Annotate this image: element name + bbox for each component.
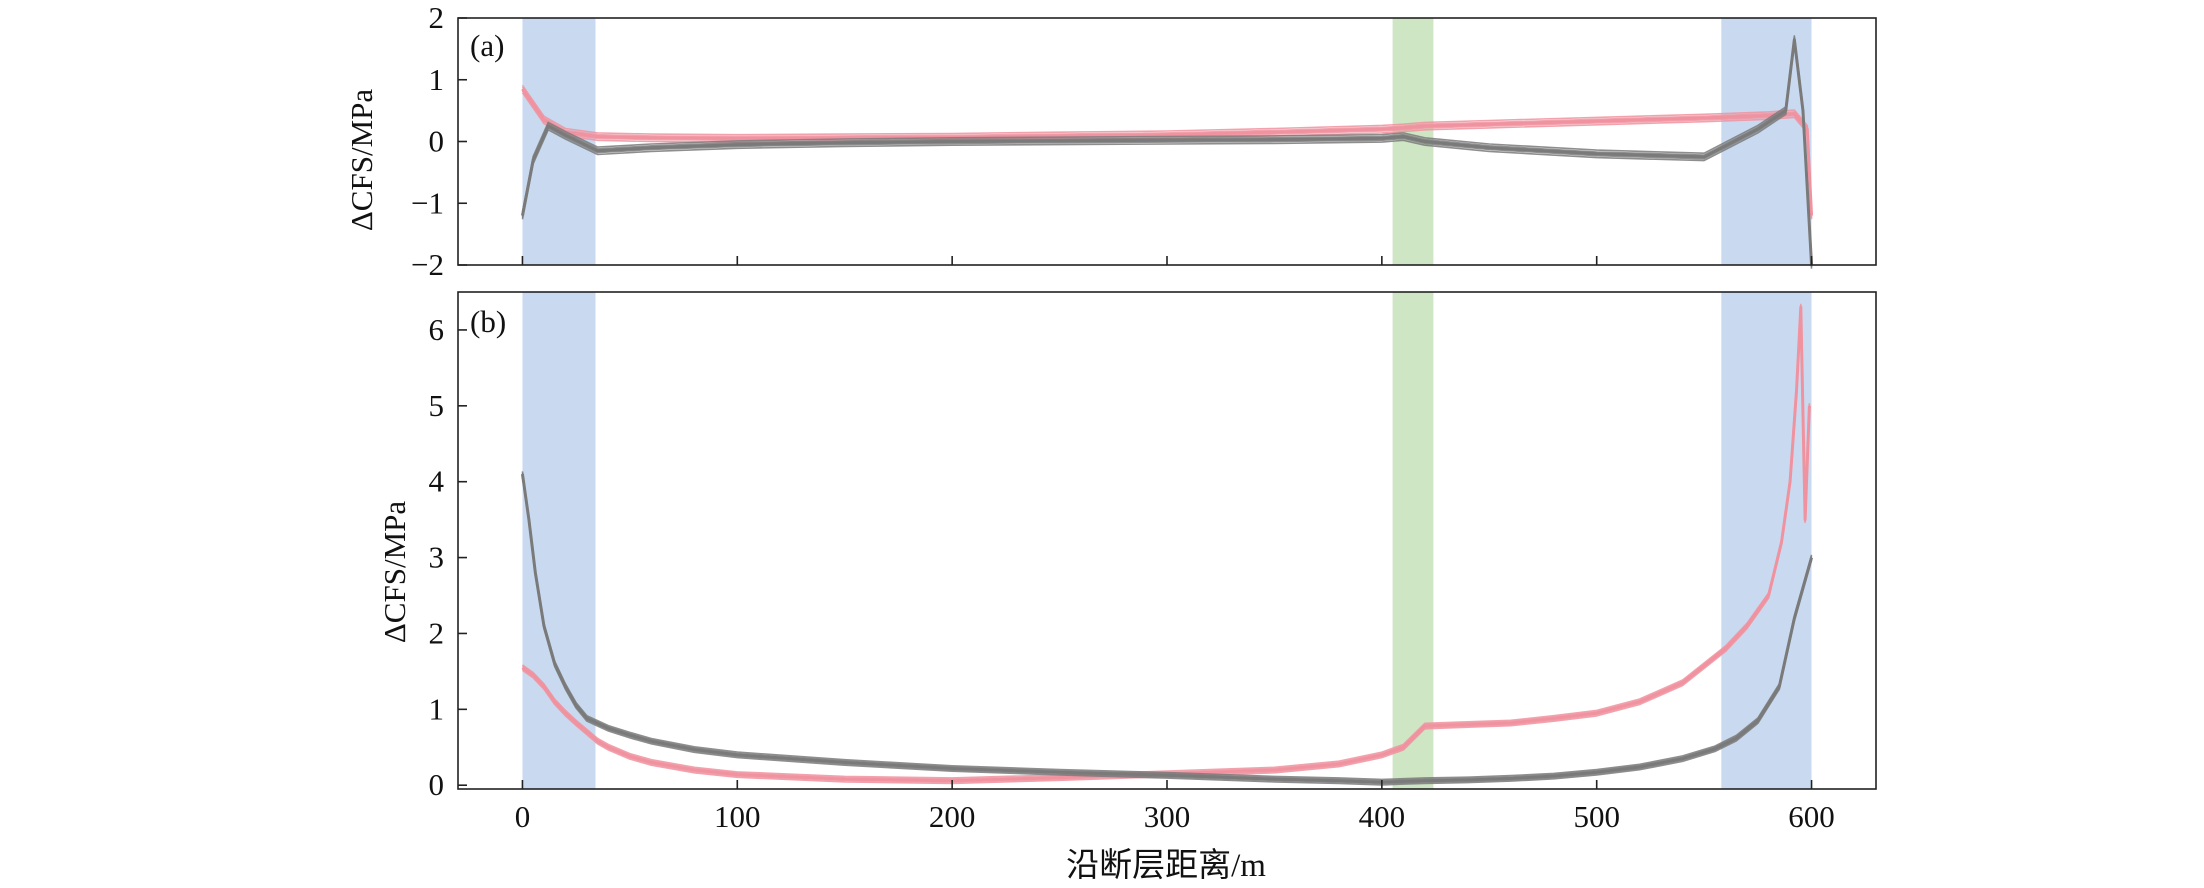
y-tick-label: 0: [429, 767, 445, 802]
series-2-line: [521, 42, 1813, 269]
series-1-line: [521, 309, 1811, 785]
series-1-line: [521, 305, 1811, 783]
series-2-line: [521, 35, 1813, 262]
series-2-line: [521, 475, 1813, 785]
x-tick-label: 600: [1788, 799, 1835, 834]
panel-b-ylabel: ΔCFS/MPa: [377, 501, 412, 644]
series-1-line: [521, 84, 1813, 212]
panel-b: 0 1 2 3 4 5 6 0 100 200 300 400 500 600: [429, 291, 1877, 834]
panel-a-label: (a): [470, 28, 504, 63]
series-2-line: [521, 471, 1813, 781]
series-1-line: [521, 90, 1813, 218]
y-tick-label: 5: [429, 388, 445, 423]
series-1-line: [521, 303, 1811, 779]
y-tick-label: −2: [411, 247, 444, 282]
y-tick-label: 4: [429, 464, 445, 499]
y-tick-label: 1: [429, 62, 445, 97]
x-tick-label: 400: [1359, 799, 1406, 834]
x-axis-title: 沿断层距离/m: [1066, 847, 1266, 884]
y-tick-label: 6: [429, 312, 445, 347]
plot-frame: [457, 291, 1877, 790]
y-tick-label: 2: [429, 615, 445, 650]
shaded-region-2: [1392, 292, 1434, 789]
series-2-line: [521, 476, 1813, 786]
panel-b-label: (b): [470, 304, 506, 339]
series-2-line: [521, 36, 1813, 264]
series-1-line: [521, 88, 1814, 216]
x-tick-label: 100: [714, 799, 761, 834]
y-tick-label: 0: [429, 124, 445, 159]
y-tick-label: 1: [429, 691, 445, 726]
series-2-line: [521, 472, 1813, 782]
x-tick-label: 200: [929, 799, 976, 834]
x-tick-label: 0: [515, 799, 531, 834]
y-tick-label: 2: [429, 0, 445, 35]
x-tick-label: 300: [1144, 799, 1191, 834]
panel-a-ylabel: ΔCFS/MPa: [344, 89, 379, 232]
x-tick-label: 500: [1573, 799, 1620, 834]
y-tick-label: −1: [411, 185, 444, 220]
series-2-line: [521, 40, 1813, 267]
series-1-line: [521, 86, 1813, 214]
y-tick-label: 3: [429, 540, 445, 575]
series-2-line: [520, 473, 1813, 784]
series-2-line: [520, 38, 1814, 266]
panel-a: 2 1 0 −1 −2: [411, 0, 1877, 282]
